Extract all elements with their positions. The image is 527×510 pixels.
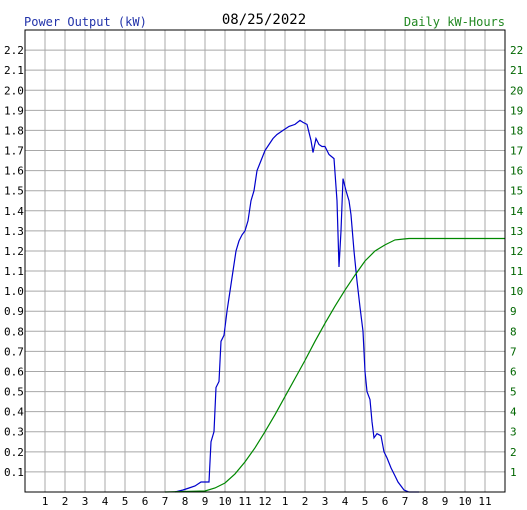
grid-lines <box>25 30 505 492</box>
left-tick-label: 0.2 <box>4 446 24 459</box>
left-tick-labels: 0.1 0.2 0.3 0.4 0.5 0.6 0.7 0.8 0.9 1.0 1.1 1.2 1.3 1… <box>4 44 24 479</box>
x-tick-label: 6 <box>142 495 149 508</box>
x-tick-label: 8 <box>422 495 429 508</box>
left-tick-label: 1.9 <box>4 104 24 117</box>
chart-date-title: 08/25/2022 <box>222 12 306 28</box>
left-tick-label: 0.8 <box>4 325 24 338</box>
left-tick-label: 1.5 <box>4 185 24 198</box>
left-tick-label: 1.4 <box>4 205 24 218</box>
series-layer <box>164 119 505 493</box>
left-tick-label: 2.2 <box>4 44 24 57</box>
x-tick-label: 4 <box>342 495 349 508</box>
right-tick-label: 16 <box>510 165 523 178</box>
x-tick-label: 4 <box>102 495 109 508</box>
x-tick-label: 9 <box>202 495 209 508</box>
left-tick-label: 0.3 <box>4 426 24 439</box>
x-tick-label: 9 <box>442 495 449 508</box>
x-tick-label: 12 <box>258 495 271 508</box>
right-tick-label: 21 <box>510 64 523 77</box>
x-tick-label: 7 <box>162 495 169 508</box>
right-tick-label: 5 <box>510 386 517 399</box>
right-tick-label: 13 <box>510 225 523 238</box>
left-tick-label: 1.3 <box>4 225 24 238</box>
x-tick-label: 5 <box>362 495 369 508</box>
x-tick-label: 1 <box>282 495 289 508</box>
right-tick-label: 9 <box>510 305 517 318</box>
left-tick-label: 0.7 <box>4 345 24 358</box>
x-tick-label: 11 <box>238 495 251 508</box>
right-tick-label: 3 <box>510 426 517 439</box>
plot-frame <box>24 29 506 493</box>
x-tick-label: 2 <box>302 495 309 508</box>
left-tick-label: 0.9 <box>4 305 24 318</box>
x-tick-label: 6 <box>382 495 389 508</box>
left-tick-label: 0.1 <box>4 466 24 479</box>
x-tick-label: 10 <box>218 495 231 508</box>
left-tick-label: 1.6 <box>4 165 24 178</box>
right-tick-label: 18 <box>510 124 523 137</box>
right-tick-label: 7 <box>510 345 517 358</box>
x-tick-label: 8 <box>182 495 189 508</box>
left-axis-title: Power Output (kW) <box>24 15 147 29</box>
daily-kwh-line <box>164 237 505 493</box>
right-tick-label: 6 <box>510 365 517 378</box>
power-output-line <box>174 119 419 493</box>
right-tick-label: 14 <box>510 205 524 218</box>
x-tick-label: 3 <box>82 495 89 508</box>
right-tick-label: 12 <box>510 245 523 258</box>
right-tick-label: 17 <box>510 145 523 158</box>
right-tick-label: 11 <box>510 265 523 278</box>
left-tick-label: 1.0 <box>4 285 24 298</box>
left-tick-label: 1.7 <box>4 145 24 158</box>
right-tick-label: 22 <box>510 44 523 57</box>
right-tick-label: 1 <box>510 466 517 479</box>
left-tick-label: 0.4 <box>4 406 24 419</box>
x-tick-label: 3 <box>322 495 329 508</box>
right-tick-label: 4 <box>510 406 517 419</box>
x-tick-label: 2 <box>62 495 69 508</box>
right-tick-label: 19 <box>510 104 523 117</box>
left-tick-label: 0.5 <box>4 386 24 399</box>
x-tick-labels: 1 2 3 4 5 6 7 8 9 10 11 12 1 2 3 4 5 6 7 8 9 10 11 <box>42 495 492 508</box>
right-axis-title: Daily kW-Hours <box>404 15 505 29</box>
left-tick-label: 1.8 <box>4 124 24 137</box>
right-tick-label: 2 <box>510 446 517 459</box>
x-tick-label: 7 <box>402 495 409 508</box>
left-tick-label: 1.2 <box>4 245 24 258</box>
left-tick-label: 1.1 <box>4 265 24 278</box>
x-tick-label: 5 <box>122 495 129 508</box>
right-tick-label: 15 <box>510 185 523 198</box>
left-tick-label: 2.1 <box>4 64 24 77</box>
x-tick-label: 11 <box>478 495 491 508</box>
x-tick-label: 1 <box>42 495 49 508</box>
left-tick-label: 0.6 <box>4 365 24 378</box>
right-tick-label: 8 <box>510 325 517 338</box>
left-tick-label: 2.0 <box>4 84 24 97</box>
right-tick-label: 10 <box>510 285 523 298</box>
x-tick-label: 10 <box>458 495 471 508</box>
right-tick-label: 20 <box>510 84 523 97</box>
